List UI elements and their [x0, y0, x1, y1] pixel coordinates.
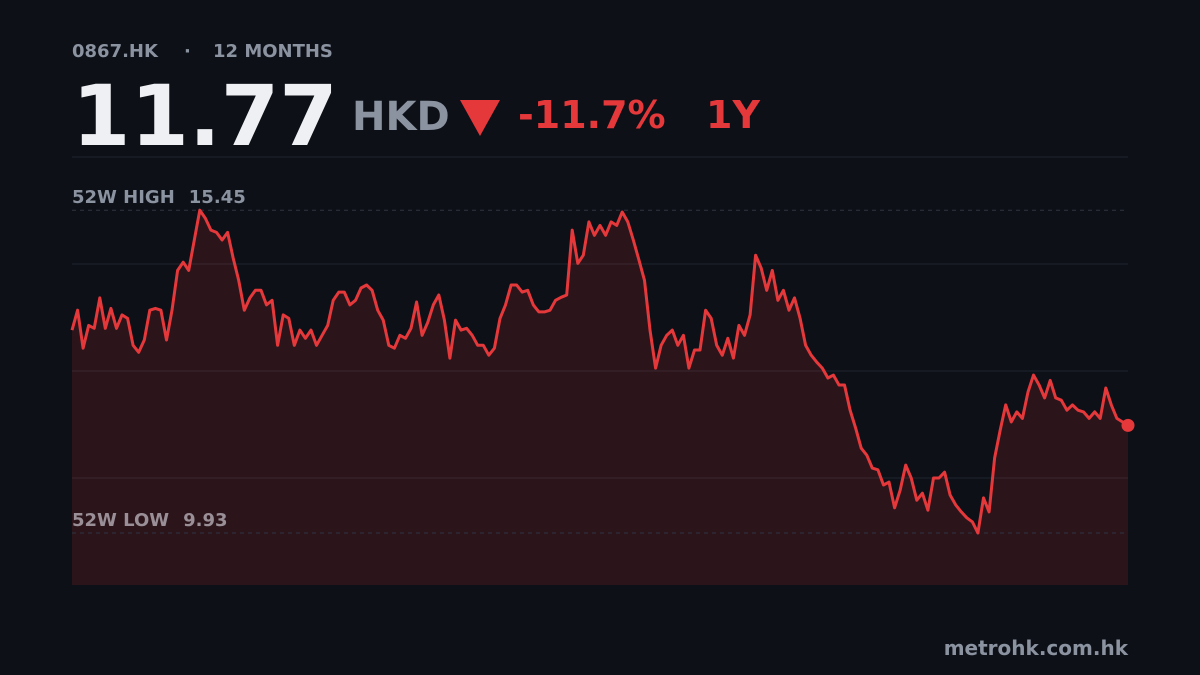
range: 1Y [706, 93, 760, 137]
ticker: 0867.HK [72, 41, 159, 62]
last-point [1121, 418, 1135, 432]
area [72, 210, 1128, 585]
separator: · [184, 41, 191, 62]
low-label-text: 52W LOW [72, 510, 169, 531]
source: metrohk.com.hk [944, 636, 1129, 660]
down-arrow [460, 100, 500, 136]
currency: HKD [352, 94, 450, 140]
high-label-value: 15.45 [189, 187, 246, 208]
period: 12 MONTHS [213, 41, 333, 62]
price-line [70, 208, 1129, 535]
high-label: 52W HIGH 15.45 [72, 187, 246, 208]
change: -11.7% [518, 93, 666, 137]
high-label-text: 52W HIGH [72, 187, 175, 208]
low-label-value: 9.93 [183, 510, 227, 531]
price: 11.77 [72, 67, 338, 165]
low-label: 52W LOW 9.93 [72, 510, 228, 531]
